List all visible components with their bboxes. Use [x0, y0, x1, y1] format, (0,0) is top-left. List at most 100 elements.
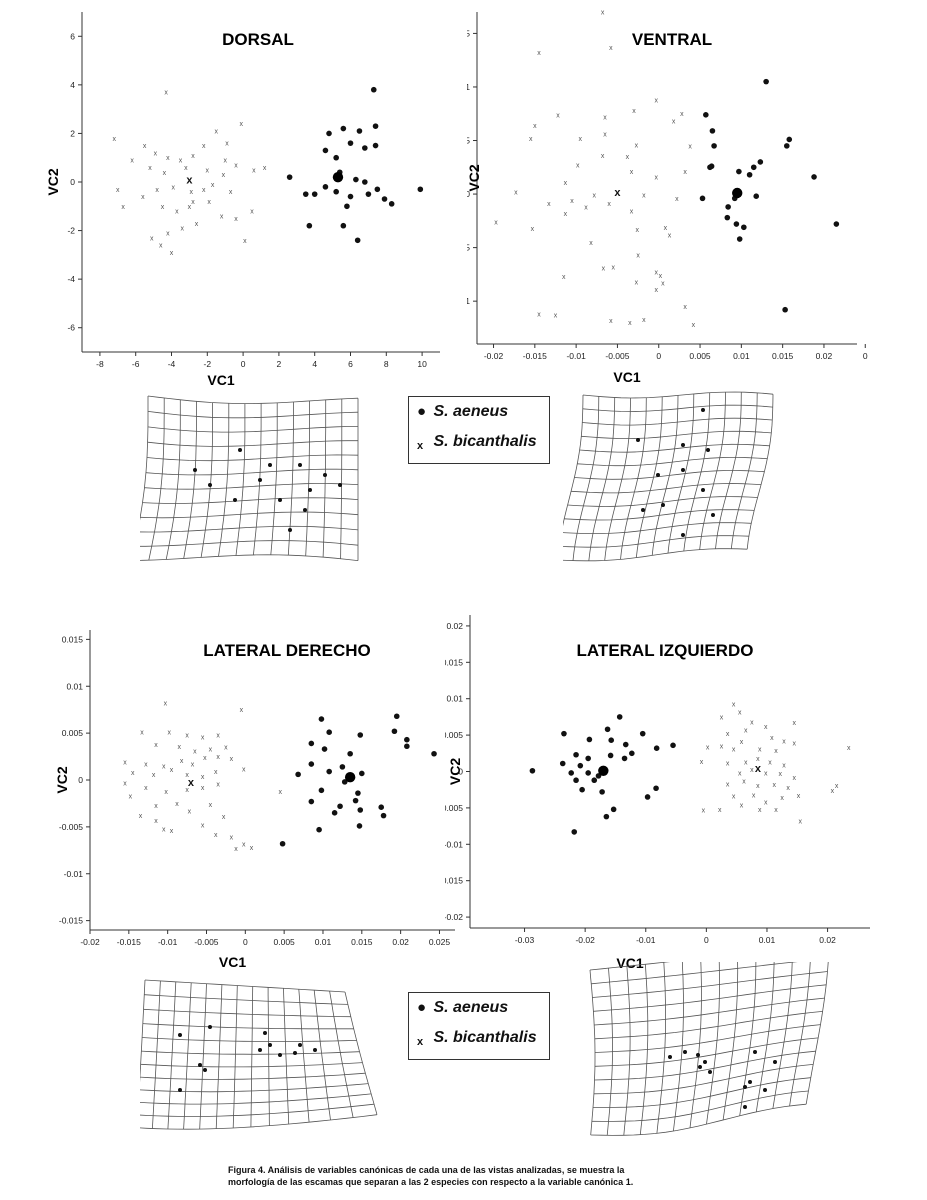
y-tick-label: 0.01: [467, 82, 470, 92]
bicanthalis-point: x: [240, 707, 244, 714]
bicanthalis-point: x: [706, 744, 710, 751]
bicanthalis-point: x: [188, 204, 192, 211]
aeneus-point: [321, 746, 328, 752]
bicanthalis-point: x: [664, 225, 668, 232]
aeneus-point: [380, 812, 387, 819]
aeneus-point: [347, 193, 354, 200]
aeneus-point: [370, 86, 377, 93]
bicanthalis-point: x: [143, 143, 147, 150]
bicanthalis-point: x: [726, 781, 730, 788]
species-legend-bottom: ● S. aeneus x S. bicanthalis: [408, 992, 550, 1060]
bicanthalis-point: x: [782, 762, 786, 769]
y-tick-label: 0.005: [62, 728, 84, 738]
bicanthalis-point: x: [609, 45, 613, 52]
bicanthalis-point: x: [593, 193, 597, 200]
aeneus-point: [352, 797, 359, 804]
bicanthalis-point: x: [129, 793, 133, 800]
aeneus-point: [404, 736, 410, 743]
grid-line: [140, 1114, 378, 1130]
bicanthalis-point: x: [609, 318, 613, 325]
y-tick-label: 0: [78, 775, 83, 785]
x-tick-label: -0.01: [636, 935, 656, 945]
landmark-dot: [661, 503, 665, 507]
bicanthalis-point: x: [772, 782, 776, 789]
bicanthalis-point: x: [632, 108, 636, 115]
bicanthalis-point: x: [201, 734, 205, 741]
grid-line: [592, 971, 828, 998]
y-tick-label: -0.015: [445, 876, 463, 886]
landmark-dot: [743, 1105, 747, 1109]
dot-marker-icon: ●: [417, 403, 427, 420]
x-tick-label: 4: [312, 359, 317, 369]
landmark-dot: [656, 473, 660, 477]
grid-line: [581, 430, 772, 440]
bicanthalis-point: x: [792, 775, 796, 782]
x-tick-label: 0.025: [429, 937, 451, 947]
aeneus-point: [347, 750, 353, 757]
bicanthalis-point: x: [514, 189, 518, 196]
y-tick-label: -0.01: [64, 869, 84, 879]
landmark-dot: [263, 1031, 267, 1035]
bicanthalis-point: x: [201, 785, 205, 792]
grid-line: [591, 962, 798, 985]
landmark-dot: [288, 528, 292, 532]
x-tick-label: 10: [417, 359, 427, 369]
grid-line: [152, 980, 161, 1129]
landmark-dot: [298, 463, 302, 467]
bicanthalis-point: x: [154, 818, 158, 825]
bicanthalis-point: x: [672, 119, 676, 126]
aeneus-point: [741, 224, 747, 231]
aeneus-point: [707, 164, 713, 171]
bicanthalis-point: x: [579, 136, 583, 143]
bicanthalis-point: x: [659, 273, 663, 280]
grid-line: [593, 984, 827, 1012]
bicanthalis-point: x: [112, 136, 116, 143]
aeneus-point: [703, 112, 709, 118]
grid-line: [183, 982, 192, 1130]
aeneus-centroid: [332, 171, 344, 183]
grid-line: [706, 962, 720, 1125]
bicanthalis-point: x: [642, 317, 646, 324]
legend-item-bicanthalis: x S. bicanthalis: [417, 1029, 537, 1048]
grid-line: [140, 1062, 363, 1068]
bicanthalis-point: x: [576, 163, 580, 170]
bicanthalis-point: x: [195, 221, 199, 228]
x-tick-label: 8: [384, 359, 389, 369]
bicanthalis-point: x: [655, 97, 659, 104]
bicanthalis-point: x: [230, 756, 234, 763]
bicanthalis-point: x: [123, 760, 127, 767]
legend-item-aeneus: ● S. aeneus: [417, 999, 509, 1016]
x-tick-label: -6: [132, 359, 140, 369]
grid-line: [267, 987, 270, 1126]
bicanthalis-point: x: [764, 800, 768, 807]
x-tick-label: 0.01: [759, 935, 776, 945]
figure-caption: Figura 4. Análisis de variables canónica…: [228, 1164, 668, 1188]
aeneus-point: [344, 203, 350, 210]
bicanthalis-point: x: [780, 795, 784, 802]
bicanthalis-point: x: [179, 158, 183, 165]
landmark-dot: [178, 1033, 182, 1037]
aeneus-point: [644, 794, 651, 800]
bicanthalis-point: x: [139, 813, 143, 820]
grid-line: [215, 984, 223, 1129]
y-tick-label: 0.015: [62, 634, 84, 644]
grid-line: [593, 1077, 811, 1108]
bicanthalis-centroid: x: [755, 763, 762, 775]
aeneus-point: [573, 777, 579, 784]
bicanthalis-point: x: [123, 780, 127, 787]
bicanthalis-point: x: [740, 739, 744, 746]
bicanthalis-point: x: [203, 755, 207, 762]
bicanthalis-point: x: [206, 167, 210, 174]
plot-title: DORSAL: [222, 30, 294, 49]
grid-line: [594, 1050, 816, 1081]
x-tick-label: -0.02: [484, 351, 504, 361]
bicanthalis-point: x: [562, 274, 566, 281]
bicanthalis-point: x: [201, 774, 205, 781]
bicanthalis-point: x: [166, 155, 170, 162]
bicanthalis-point: x: [750, 767, 754, 774]
grid-line: [593, 1064, 814, 1095]
aeneus-point: [736, 168, 742, 175]
landmark-dot: [268, 1043, 272, 1047]
bicanthalis-point: x: [702, 808, 706, 815]
